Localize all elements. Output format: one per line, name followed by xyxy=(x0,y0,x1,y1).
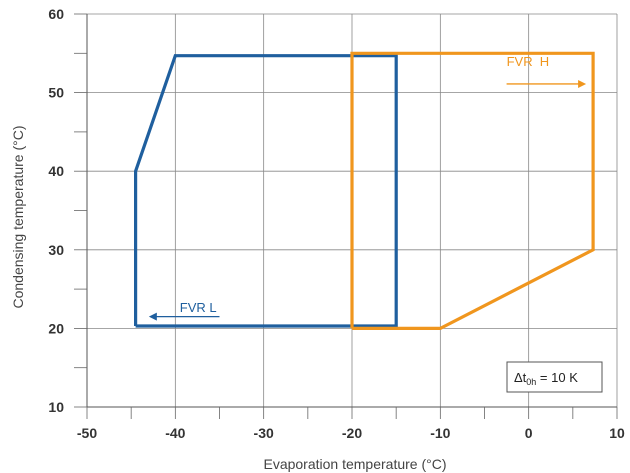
series-label: FVR H xyxy=(507,54,550,69)
x-tick-label: -50 xyxy=(77,425,97,441)
y-tick-label: 50 xyxy=(48,85,64,101)
series-line xyxy=(134,54,398,328)
y-tick-label: 30 xyxy=(48,242,64,258)
series-labels: FVR L FVR H xyxy=(148,54,587,321)
series-label-group: FVR H xyxy=(506,54,587,88)
series-arrow-head xyxy=(148,312,157,321)
y-tick-label: 20 xyxy=(48,320,64,336)
x-tick-label: 10 xyxy=(609,425,625,441)
series-label-group: FVR L xyxy=(148,300,220,321)
x-tick-label: -40 xyxy=(165,425,185,441)
x-tick-label: -10 xyxy=(430,425,450,441)
series-label: FVR L xyxy=(180,300,217,315)
y-axis-title: Condensing temperature (°C) xyxy=(10,125,26,308)
annotation-box xyxy=(506,361,603,393)
annotation-text: Δt0h = 10 K xyxy=(514,370,578,387)
delta-t-annotation: Δt0h = 10 K xyxy=(506,361,603,393)
x-tick-label: 0 xyxy=(525,425,533,441)
y-tick-label: 40 xyxy=(48,163,64,179)
x-axis-title: Evaporation temperature (°C) xyxy=(263,456,446,472)
y-tick-label: 60 xyxy=(48,6,64,22)
series-group xyxy=(134,51,595,330)
annotation-subscript: 0h xyxy=(526,377,536,387)
series-arrow-head xyxy=(578,79,587,88)
x-tick-label: -30 xyxy=(254,425,274,441)
axes: -50 -40 -30 -20 -10 0 10 10 20 30 40 50 60 xyxy=(48,6,625,441)
x-tick-label: -20 xyxy=(342,425,362,441)
annotation-prefix: Δt xyxy=(514,370,527,385)
annotation-suffix: = 10 K xyxy=(536,370,578,385)
y-tick-label: 10 xyxy=(48,399,64,415)
series-line xyxy=(350,51,595,330)
